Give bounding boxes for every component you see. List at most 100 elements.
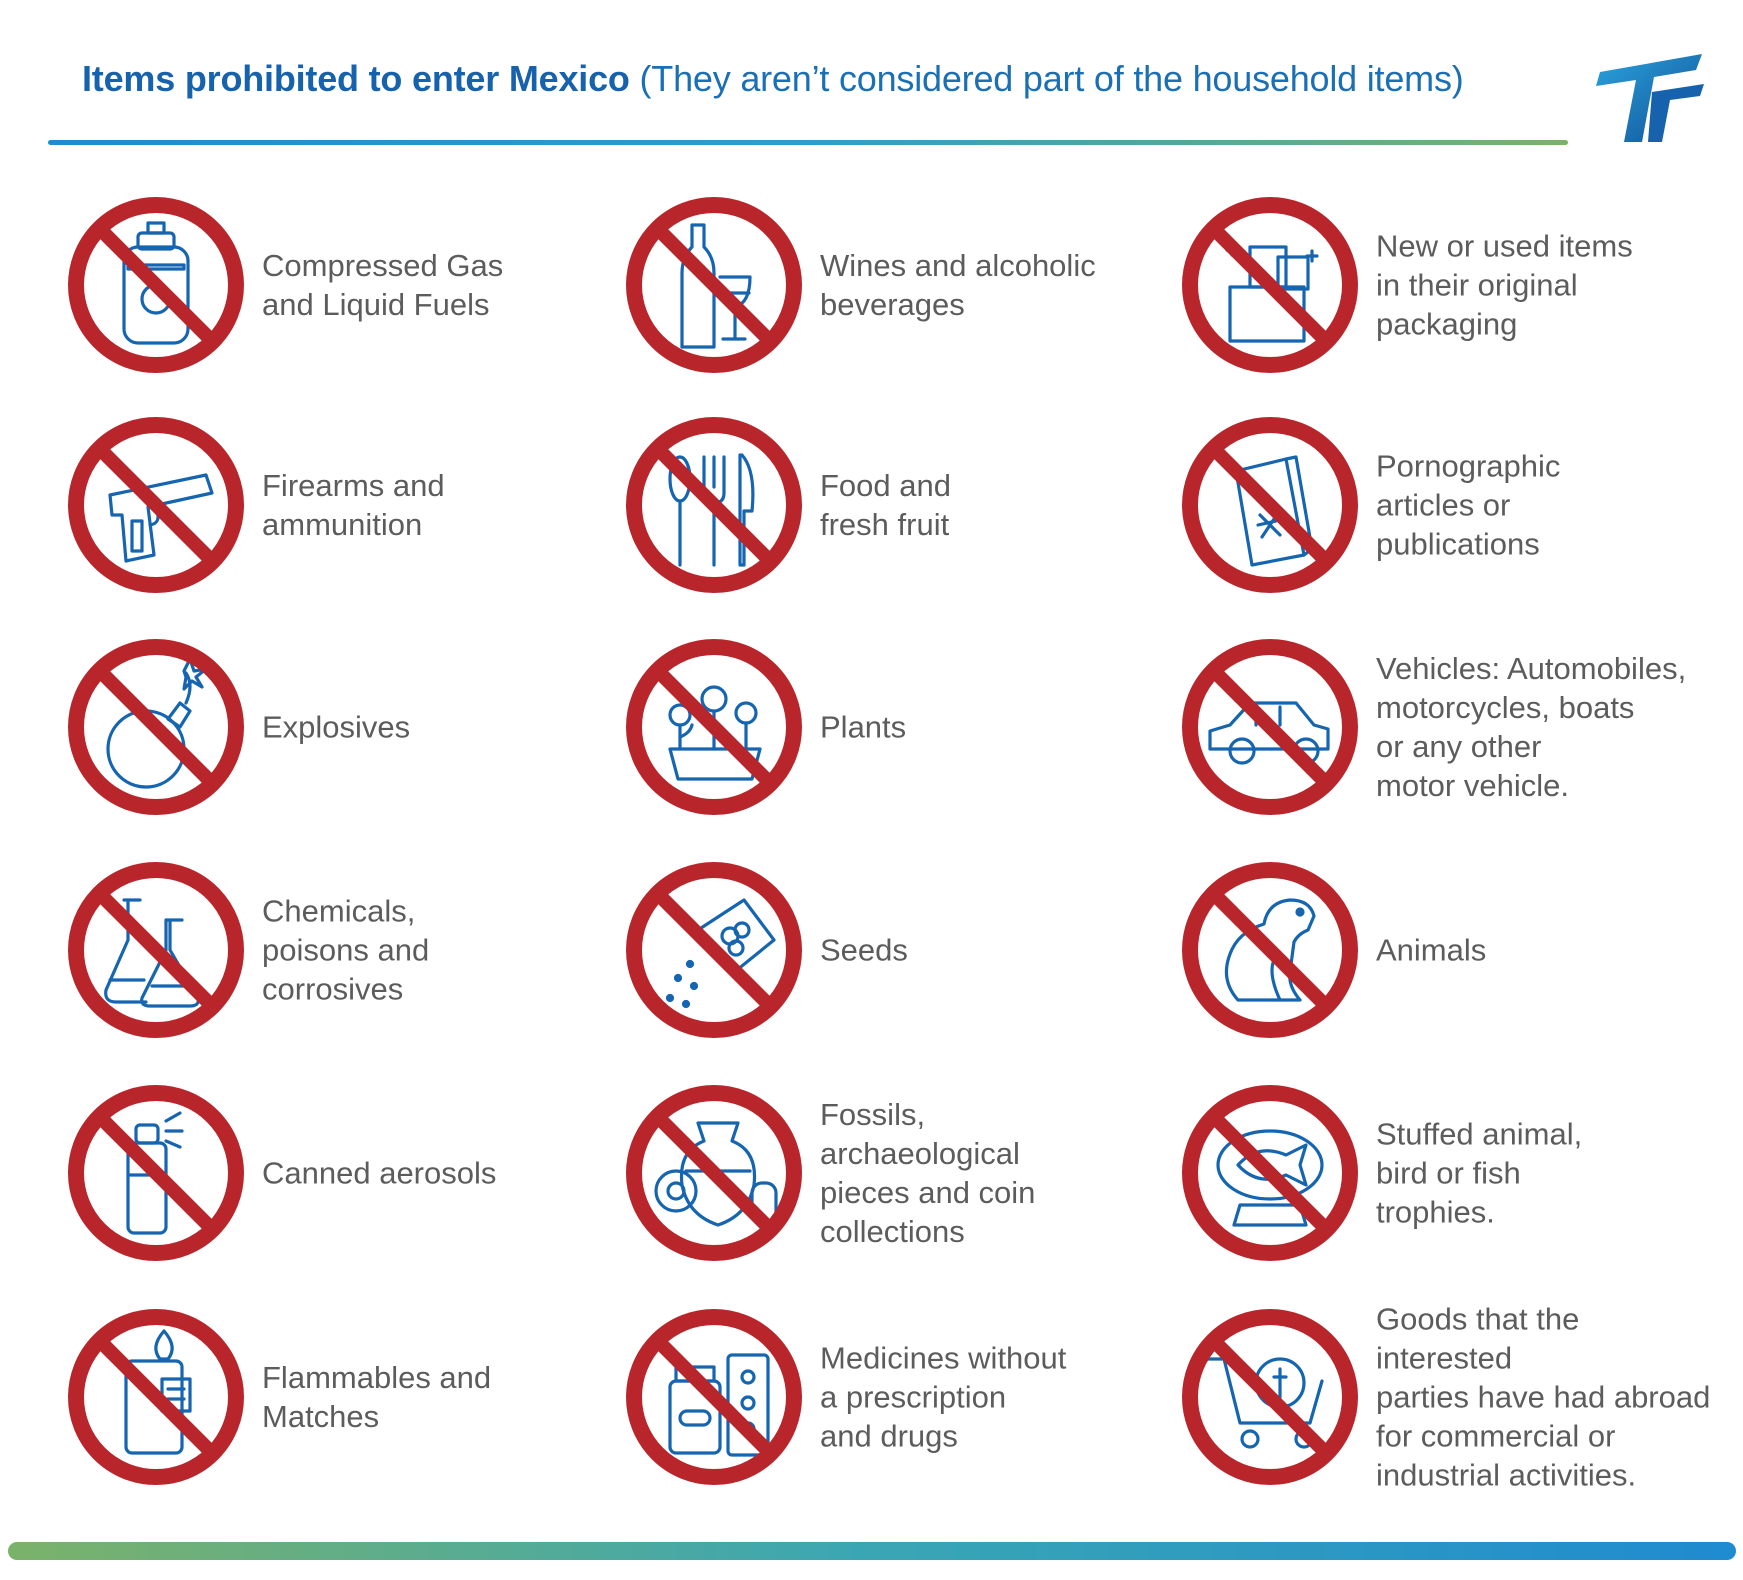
- dog-icon: [1182, 862, 1358, 1038]
- gas-cylinder-icon: [68, 197, 244, 373]
- packages-icon: [1182, 197, 1358, 373]
- item-label-line: Wines and alcoholic: [820, 248, 1096, 283]
- item-label-line: Matches: [262, 1399, 380, 1434]
- item-label-line: Animals: [1376, 932, 1487, 968]
- item-label: Chemicals, poisons and corrosives: [262, 892, 602, 1009]
- item-label: Medicines without a prescription and drugs: [820, 1339, 1160, 1456]
- item-label: Explosives: [262, 708, 602, 747]
- item-label-line: ammunition: [262, 507, 423, 542]
- title-bold: Items prohibited to enter Mexico: [82, 58, 630, 99]
- prohibited-item: Fossils, archaeological pieces and coin col…: [624, 1083, 1164, 1263]
- item-label-line: motor vehicle.: [1376, 768, 1569, 803]
- item-label: Plants: [820, 708, 1160, 747]
- item-label-line: Food and: [820, 468, 951, 503]
- prohibited-item: Chemicals, poisons and corrosives: [66, 860, 606, 1040]
- item-label-line: archaeological: [820, 1136, 1020, 1171]
- prohibited-item: Vehicles: Automobiles, motorcycles, boats…: [1180, 637, 1720, 817]
- prohibited-item: Explosives: [66, 637, 606, 817]
- magazine-icon: [1182, 417, 1358, 593]
- item-label-line: fresh fruit: [820, 507, 950, 542]
- item-label-line: and drugs: [820, 1418, 958, 1454]
- prohibited-item: Seeds: [624, 860, 1164, 1040]
- flower-pot-icon: [626, 639, 802, 815]
- prohibited-item: Compressed Gas and Liquid Fuels: [66, 195, 606, 375]
- item-label-line: Compressed Gas: [262, 248, 504, 283]
- item-label: Goods that the interested parties have ha…: [1376, 1300, 1716, 1495]
- item-label-line: a prescription: [820, 1379, 1007, 1415]
- item-label-line: Seeds: [820, 932, 908, 968]
- item-label: Vehicles: Automobiles, motorcycles, boats…: [1376, 649, 1716, 805]
- item-label: Fossils, archaeological pieces and coin col…: [820, 1095, 1160, 1251]
- prohibited-item: Goods that the interested parties have ha…: [1180, 1302, 1720, 1493]
- prohibited-item: Medicines without a prescription and drugs: [624, 1307, 1164, 1487]
- item-label-line: articles or: [1376, 487, 1511, 523]
- item-label: Food and fresh fruit: [820, 466, 1160, 544]
- item-label-line: Flammables and: [262, 1360, 492, 1395]
- aerosol-can-icon: [68, 1085, 244, 1261]
- item-label-line: Explosives: [262, 709, 411, 745]
- bomb-icon: [68, 639, 244, 815]
- prohibited-item: Food and fresh fruit: [624, 415, 1164, 595]
- item-label: Stuffed animal, bird or fish trophies.: [1376, 1115, 1716, 1232]
- item-label-line: poisons and: [262, 932, 430, 968]
- item-label-line: Goods that the interested: [1376, 1301, 1580, 1376]
- item-label-line: in their original: [1376, 267, 1578, 303]
- pistol-icon: [68, 417, 244, 593]
- item-label-line: trophies.: [1376, 1194, 1495, 1230]
- item-label-line: Pornographic: [1376, 448, 1561, 484]
- prohibited-item: Firearms and ammunition: [66, 415, 606, 595]
- lighter-matches-icon: [68, 1309, 244, 1485]
- flasks-icon: [68, 862, 244, 1038]
- item-label: Seeds: [820, 931, 1160, 970]
- item-label-line: Plants: [820, 709, 907, 745]
- item-label-line: packaging: [1376, 306, 1518, 342]
- item-label-line: beverages: [820, 287, 965, 322]
- item-label-line: Firearms and: [262, 468, 445, 503]
- item-label: Pornographic articles or publications: [1376, 447, 1716, 564]
- prohibited-item: Plants: [624, 637, 1164, 817]
- page-title: Items prohibited to enter Mexico (They a…: [82, 58, 1464, 100]
- prohibited-item: Pornographic articles or publications: [1180, 415, 1720, 595]
- item-label-line: Medicines without: [820, 1340, 1067, 1376]
- footer-bar: [8, 1542, 1736, 1560]
- medicine-icon: [626, 1309, 802, 1485]
- item-label-line: or any other: [1376, 729, 1542, 764]
- item-label: Firearms and ammunition: [262, 466, 602, 544]
- cutlery-icon: [626, 417, 802, 593]
- item-label-line: collections: [820, 1214, 965, 1249]
- tf-logo-icon: [1596, 54, 1704, 142]
- item-label-line: motorcycles, boats: [1376, 690, 1635, 725]
- fish-trophy-icon: [1182, 1085, 1358, 1261]
- item-label-line: publications: [1376, 526, 1540, 562]
- prohibited-item: Canned aerosols: [66, 1083, 606, 1263]
- item-label: Animals: [1376, 931, 1716, 970]
- seed-packet-icon: [626, 862, 802, 1038]
- item-label-line: Canned aerosols: [262, 1155, 497, 1191]
- shopping-cart-icon: [1182, 1309, 1358, 1485]
- item-label-line: Fossils,: [820, 1097, 926, 1132]
- item-label-line: pieces and coin: [820, 1175, 1036, 1210]
- item-label-line: New or used items: [1376, 228, 1633, 264]
- prohibited-item: Wines and alcoholic beverages: [624, 195, 1164, 375]
- item-label-line: and Liquid Fuels: [262, 287, 490, 322]
- item-label-line: Stuffed animal,: [1376, 1116, 1583, 1152]
- prohibited-item: Stuffed animal, bird or fish trophies.: [1180, 1083, 1720, 1263]
- item-label-line: industrial activities.: [1376, 1457, 1637, 1493]
- item-label: Flammables and Matches: [262, 1358, 602, 1436]
- item-label-line: bird or fish: [1376, 1155, 1521, 1191]
- item-label-line: parties have had abroad: [1376, 1379, 1711, 1415]
- header-divider: [48, 140, 1568, 145]
- prohibited-item: New or used items in their original packag…: [1180, 195, 1720, 375]
- item-label: Compressed Gas and Liquid Fuels: [262, 246, 602, 324]
- item-label: Canned aerosols: [262, 1154, 602, 1193]
- prohibited-item: Flammables and Matches: [66, 1307, 606, 1487]
- wine-bottle-icon: [626, 197, 802, 373]
- item-label-line: for commercial or: [1376, 1418, 1616, 1454]
- item-label-line: Chemicals,: [262, 893, 416, 929]
- title-subtitle: (They aren’t considered part of the hous…: [639, 58, 1464, 99]
- item-label: New or used items in their original packag…: [1376, 227, 1716, 344]
- item-label-line: Vehicles: Automobiles,: [1376, 651, 1687, 686]
- car-icon: [1182, 639, 1358, 815]
- item-label: Wines and alcoholic beverages: [820, 246, 1160, 324]
- item-label-line: corrosives: [262, 971, 404, 1007]
